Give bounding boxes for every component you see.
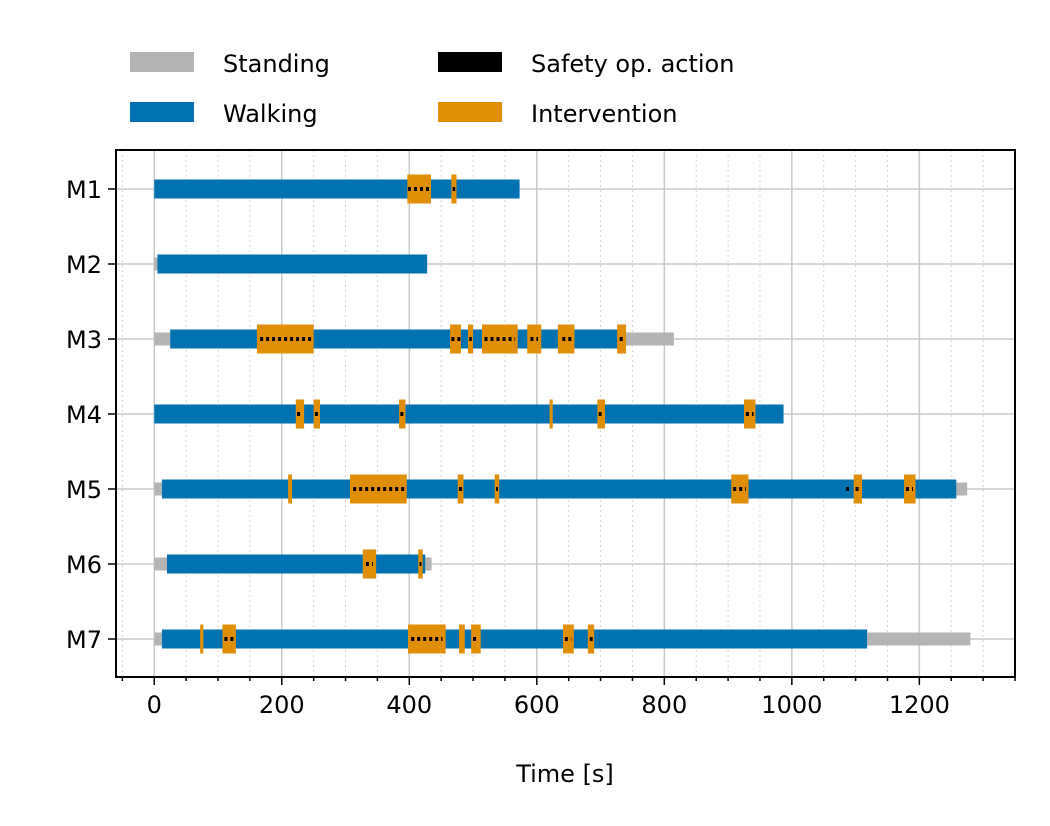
row-label: M7 <box>66 626 102 654</box>
walking-segment <box>154 179 520 199</box>
legend-label-walking: Walking <box>223 100 318 128</box>
axes-ticks: 0 200 400 600 800 1000 1200 M1 M2 M3 M4 M5 M6 M7 <box>66 176 1016 719</box>
walking-segment <box>161 629 868 649</box>
intervention-segment <box>407 174 431 204</box>
row-label: M2 <box>66 251 102 279</box>
row-label: M5 <box>66 476 102 504</box>
x-axis-label: Time [s] <box>515 760 614 788</box>
standing-segment <box>622 332 674 346</box>
legend-swatch-safety <box>438 52 502 72</box>
walking-segment <box>161 479 957 499</box>
standing-segment <box>154 557 168 571</box>
x-tick-label: 200 <box>259 691 305 719</box>
walking-segment <box>154 404 784 424</box>
standing-segment <box>956 482 968 496</box>
x-tick-label: 600 <box>514 691 560 719</box>
intervention-segment <box>557 324 575 354</box>
x-tick-label: 800 <box>641 691 687 719</box>
legend: Standing Walking Safety op. action Interven… <box>130 50 734 128</box>
standing-segment <box>154 482 162 496</box>
walking-segment <box>167 554 426 574</box>
row-label: M3 <box>66 326 102 354</box>
intervention-segment <box>222 624 236 654</box>
intervention-segment <box>200 624 204 654</box>
intervention-segment <box>459 624 465 654</box>
x-tick-label: 0 <box>147 691 162 719</box>
intervention-segment <box>408 624 446 654</box>
x-tick-label: 400 <box>386 691 432 719</box>
standing-segment <box>154 632 162 646</box>
standing-segment <box>154 332 171 346</box>
bars <box>154 174 971 654</box>
intervention-segment <box>549 399 553 429</box>
row-label: M4 <box>66 401 102 429</box>
legend-swatch-intervention <box>438 102 502 122</box>
legend-label-intervention: Intervention <box>531 100 677 128</box>
walking-segment <box>170 329 623 349</box>
legend-label-safety: Safety op. action <box>531 50 734 78</box>
legend-swatch-standing <box>130 52 194 72</box>
row-label: M6 <box>66 551 102 579</box>
intervention-segment <box>450 324 461 354</box>
intervention-segment <box>527 324 542 354</box>
intervention-segment <box>288 474 292 504</box>
legend-swatch-walking <box>130 102 194 122</box>
intervention-segment <box>904 474 916 504</box>
standing-segment <box>154 257 158 271</box>
intervention-segment <box>481 324 518 354</box>
x-tick-label: 1000 <box>761 691 822 719</box>
intervention-segment <box>362 549 377 579</box>
intervention-segment <box>744 399 756 429</box>
intervention-segment <box>562 624 574 654</box>
standing-segment <box>867 632 971 646</box>
legend-label-standing: Standing <box>223 50 330 78</box>
walking-segment <box>157 254 428 274</box>
standing-segment <box>425 557 432 571</box>
row-label: M1 <box>66 176 102 204</box>
x-tick-label: 1200 <box>889 691 950 719</box>
